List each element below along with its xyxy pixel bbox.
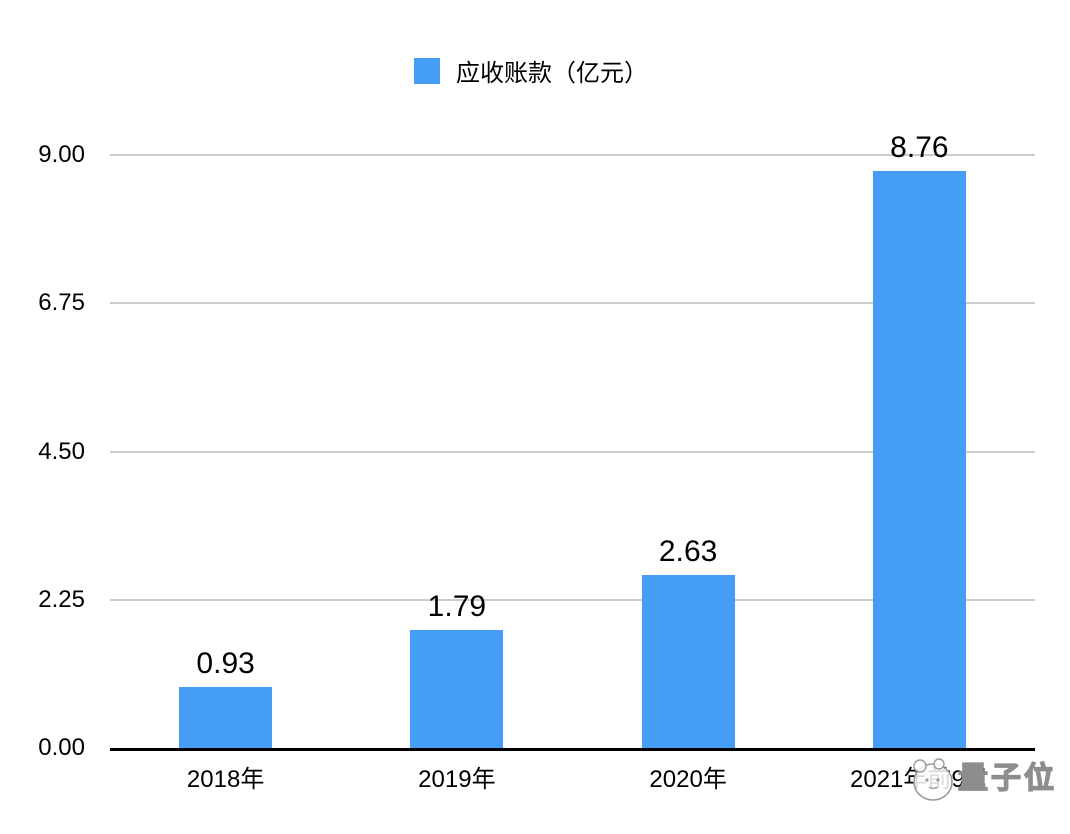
x-axis-category-label: 2020年 [649, 766, 727, 793]
bar-value-label: 8.76 [890, 130, 949, 164]
watermark: 量子位 [908, 756, 1057, 804]
watermark-text: 量子位 [957, 761, 1057, 795]
y-axis-tick-label: 4.50 [38, 437, 85, 465]
gridline [110, 450, 1035, 453]
bar-value-label: 0.93 [196, 646, 255, 680]
y-axis-tick-label: 9.00 [38, 141, 85, 168]
bar [872, 170, 966, 748]
chart-legend: 应收账款（亿元） [414, 53, 648, 88]
gridline [110, 302, 1035, 305]
bar-value-label: 1.79 [427, 590, 487, 624]
y-axis-tick-label: 2.25 [38, 585, 85, 613]
x-axis-line [110, 748, 1035, 751]
gridline [110, 154, 1035, 156]
bar [641, 574, 735, 748]
y-axis-tick-label: 0.00 [38, 734, 85, 761]
x-axis-category-label: 2018年 [186, 766, 265, 793]
bar [410, 630, 504, 748]
legend-label: 应收账款（亿元） [456, 60, 648, 87]
x-axis-category-label: 2019年 [418, 766, 496, 793]
y-axis-tick-label: 6.75 [38, 289, 85, 317]
bar-value-label: 2.63 [658, 534, 718, 568]
qbitai-mascot-icon [913, 758, 953, 801]
gridline [110, 598, 1035, 601]
bar [179, 686, 273, 748]
legend-swatch-icon [414, 57, 440, 84]
